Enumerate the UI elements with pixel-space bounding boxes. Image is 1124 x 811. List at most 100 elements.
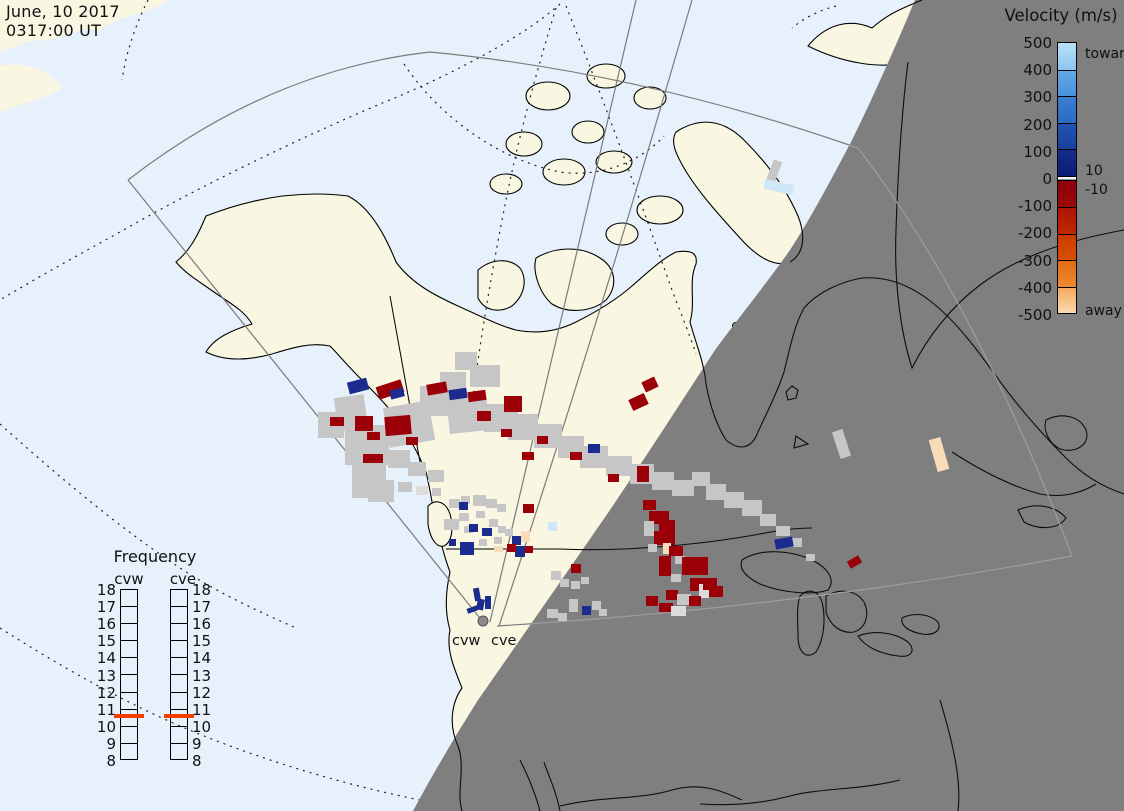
velocity-cell-red: [355, 416, 373, 431]
velocity-tick-label: 0: [1042, 170, 1052, 188]
frequency-cell: [121, 607, 137, 625]
land-vancouver-island: [427, 501, 453, 547]
velocity-cell-gray: [571, 581, 580, 589]
velocity-upper-threshold: 10: [1085, 163, 1103, 179]
velocity-cell-red: [570, 452, 582, 460]
velocity-cell-gray: [776, 526, 790, 536]
velocity-cell-gray: [444, 519, 459, 530]
velocity-cell-gray: [760, 514, 776, 526]
velocity-cell-navy: [588, 444, 600, 453]
velocity-cell-red: [689, 596, 701, 606]
velocity-cell-gray: [606, 456, 632, 476]
velocity-cell-gray: [486, 499, 497, 508]
velocity-cell-gray: [479, 539, 487, 546]
velocity-cell-peach: [521, 531, 530, 542]
frequency-tick-right: 9: [192, 734, 202, 753]
time-text: 0317:00 UT: [6, 21, 102, 40]
velocity-cell-gray: [388, 450, 410, 468]
velocity-tick-label: -200: [1017, 224, 1052, 243]
velocity-cell-peach: [494, 546, 503, 552]
velocity-tick-label: 500: [1023, 34, 1052, 52]
frequency-tick-left: 17: [96, 598, 116, 617]
velocity-cell-gray: [489, 519, 498, 527]
land-somerset-island: [605, 222, 639, 246]
velocity-cell-red: [367, 432, 380, 440]
velocity-tick-label: -500: [1017, 306, 1052, 324]
toward-label: toward: [1085, 46, 1124, 62]
land-arctic-island: [542, 158, 586, 186]
velocity-cell-red: [641, 376, 659, 393]
velocity-cell-navy: [774, 536, 794, 550]
frequency-tick-left: 16: [96, 615, 116, 634]
velocity-cell-gray: [648, 544, 657, 552]
velocity-cell-red: [682, 557, 708, 575]
velocity-cell-gray: [408, 462, 426, 476]
velocity-cell-gray: [581, 577, 589, 584]
velocity-zero-band: [1058, 175, 1076, 181]
velocity-cell-peach: [663, 543, 671, 554]
velocity-cell-gray: [599, 609, 607, 616]
frequency-cell: [121, 624, 137, 642]
velocity-tick-label: 400: [1023, 61, 1052, 80]
frequency-tick-left: 8: [106, 752, 116, 770]
land-victoria-island: [534, 248, 615, 311]
velocity-cell-red: [426, 381, 448, 396]
velocity-cell-gray: [461, 496, 470, 504]
velocity-cell-gray: [476, 511, 485, 518]
velocity-cell-navy: [449, 539, 456, 546]
velocity-cell-gray: [449, 499, 460, 508]
velocity-cell-gray: [446, 396, 490, 434]
velocity-colorbar: [1057, 42, 1077, 314]
frequency-tick-right: 11: [192, 700, 212, 719]
velocity-colorbar-segment: [1058, 207, 1076, 234]
frequency-tick-right: 8: [192, 752, 202, 770]
velocity-cell-red: [637, 466, 649, 482]
velocity-cell-red: [666, 590, 678, 600]
velocity-colorbar-segment: [1058, 122, 1076, 149]
frequency-tick-right: 14: [192, 649, 212, 668]
land-arctic-island: [489, 173, 523, 195]
velocity-cell-gray: [558, 613, 567, 621]
map-label-cve: cve: [491, 633, 517, 649]
land-chukotka: [0, 0, 168, 52]
frequency-legend-title: Frequency: [113, 547, 197, 566]
frequency-tick-left: 11: [96, 700, 116, 719]
velocity-cell-gray: [677, 594, 691, 605]
velocity-cell-gray: [652, 472, 674, 490]
velocity-cell-gray: [473, 495, 486, 506]
velocity-cell-red: [703, 578, 717, 590]
graticule: [0, 0, 837, 801]
velocity-cell-navy: [515, 546, 525, 557]
velocity-cell-gray: [368, 480, 394, 502]
velocity-cell-red: [467, 389, 487, 403]
velocity-cell-navy: [512, 536, 521, 545]
velocity-cell-red: [659, 520, 675, 531]
velocity-cell-gray: [459, 513, 469, 521]
velocity-colorbar-segment: [1058, 286, 1076, 313]
frequency-tick-left: 18: [96, 581, 116, 599]
velocity-cell-red: [659, 556, 671, 576]
velocity-tick-label: 100: [1023, 142, 1052, 161]
velocity-cell-gray: [724, 492, 744, 508]
velocity-cell-red: [375, 379, 405, 400]
velocity-cell-red: [709, 586, 723, 597]
frequency-tick-right: 18: [192, 581, 212, 599]
velocity-cell-gray: [592, 601, 601, 610]
velocity-cell-navy: [460, 542, 474, 555]
velocity-cells-layer: [318, 159, 950, 621]
velocity-cell-gray: [806, 554, 815, 561]
frequency-tick-right: 10: [192, 717, 212, 736]
velocity-cell-red: [608, 474, 619, 482]
velocity-cell-gray: [790, 538, 802, 547]
velocity-cell-gray: [398, 482, 412, 492]
frequency-cell: [121, 658, 137, 676]
frequency-tick-left: 12: [96, 683, 116, 702]
frequency-cell: [121, 675, 137, 693]
velocity-cell-navy: [485, 596, 491, 609]
frequency-cell: [121, 641, 137, 659]
velocity-cell-gray: [742, 500, 762, 516]
velocity-cell-navy: [469, 524, 478, 532]
velocity-tick-label: -300: [1017, 251, 1052, 270]
frequency-cell: [121, 693, 137, 710]
velocity-cell-gray: [505, 529, 513, 536]
